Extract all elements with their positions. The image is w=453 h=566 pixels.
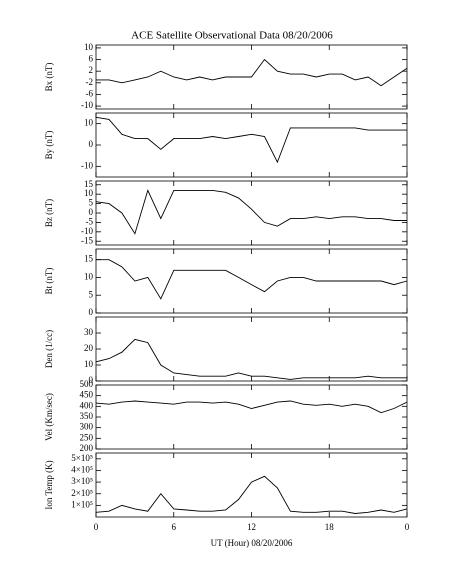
y-axis-label: Vel (Km/sec) [44, 393, 54, 441]
y-tick-label: -5 [86, 216, 94, 226]
y-tick-label: 450 [80, 390, 94, 400]
panel-frame [95, 316, 408, 382]
y-tick-label: 4×10⁵ [71, 465, 93, 475]
y-axis-label: Ion Temp (K) [44, 460, 54, 509]
panel-frame [95, 452, 408, 518]
y-tick-label: 300 [80, 422, 94, 432]
data-line [95, 400, 408, 414]
y-tick-label: 0 [89, 307, 94, 317]
y-axis-label: Den (1/cc) [44, 330, 54, 368]
data-line [95, 189, 407, 235]
y-axis-label: By (nT) [44, 131, 54, 160]
data-line [95, 475, 408, 514]
data-line [96, 58, 408, 87]
y-tick-label: 15 [84, 254, 94, 264]
panel-frame [95, 384, 408, 450]
y-tick-label: 10 [84, 188, 94, 198]
y-tick-label: -10 [81, 226, 93, 236]
data-line [95, 338, 407, 380]
x-tick-label: 18 [325, 522, 335, 532]
x-tick-label: 0 [94, 522, 99, 532]
y-tick-label: -10 [81, 100, 93, 110]
y-tick-label: 5 [89, 289, 94, 299]
y-axis-label: Bt (nT) [44, 268, 54, 295]
y-tick-label: -15 [81, 235, 93, 245]
y-tick-label: 350 [80, 411, 94, 421]
y-tick-label: 10 [84, 118, 94, 128]
y-tick-label: -2 [86, 77, 94, 87]
y-tick-label: 10 [84, 359, 94, 369]
y-tick-label: 2 [89, 65, 94, 75]
y-tick-label: 6 [89, 54, 94, 64]
data-line [95, 116, 407, 164]
y-tick-label: 20 [84, 343, 94, 353]
x-tick-label: 6 [172, 522, 177, 532]
y-tick-label: -6 [86, 89, 94, 99]
y-tick-label: 10 [84, 42, 94, 52]
y-tick-label: 0 [89, 139, 94, 149]
y-axis-label: Bz (nT) [44, 199, 54, 227]
y-tick-label: 250 [80, 432, 94, 442]
y-tick-label: 5 [89, 198, 94, 208]
chart-title: ACE Satellite Observational Data 08/20/2… [131, 30, 333, 42]
y-axis-label: Bx (nT) [44, 63, 54, 92]
y-tick-label: 200 [80, 443, 94, 453]
y-tick-label: 400 [80, 400, 94, 410]
y-tick-label: 2×10⁵ [71, 488, 93, 498]
panel-frame [95, 112, 408, 178]
data-line [96, 259, 408, 300]
y-tick-label: 30 [84, 327, 94, 337]
x-tick-label: 0 [405, 522, 410, 532]
y-tick-label: 5×10⁵ [71, 453, 93, 463]
y-tick-label: 0 [89, 375, 94, 385]
y-tick-label: 15 [84, 179, 94, 189]
y-tick-label: 1×10⁵ [71, 499, 93, 509]
x-tick-label: 12 [247, 522, 256, 532]
y-tick-label: 500 [80, 379, 94, 389]
x-axis-label: UT (Hour) 08/20/2006 [211, 538, 293, 548]
panel-frame [95, 180, 408, 246]
y-tick-label: -10 [81, 160, 93, 170]
y-tick-label: 10 [84, 272, 94, 282]
y-tick-label: 3×10⁵ [71, 476, 93, 486]
y-tick-label: 0 [89, 207, 94, 217]
